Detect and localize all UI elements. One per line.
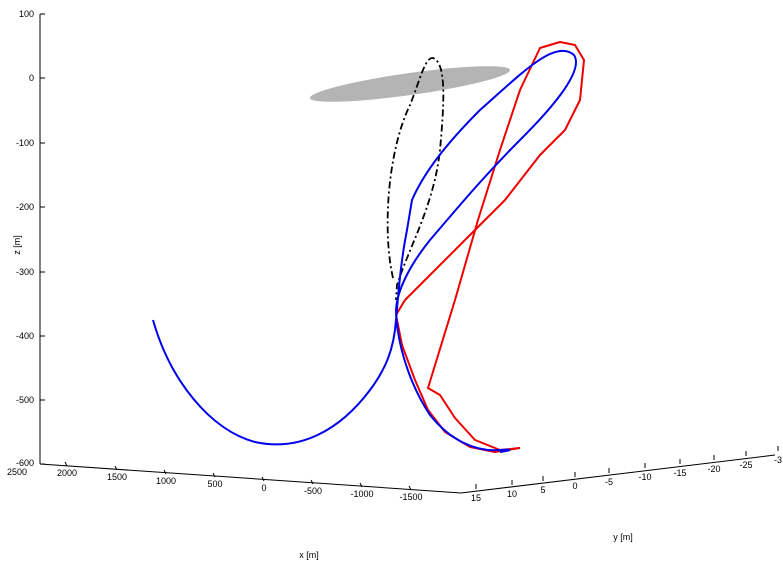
y-tick-label: -10 [638,472,651,482]
x-axis-line [39,463,462,494]
curves-group [152,41,585,453]
z-tick-label: -100 [16,138,34,148]
x-tick-mark [261,476,265,482]
series-red-line [395,41,585,453]
x-tick-label: 1500 [107,472,127,482]
x-axis-label: x [m] [299,550,319,560]
disc-ellipse [309,66,511,102]
x-tick-mark [212,472,216,478]
y-tick-label: 5 [540,485,545,495]
z-tick-label: -300 [16,267,34,277]
z-tick-label: 100 [19,9,34,19]
y-tick-label: -20 [707,464,720,474]
x-tick-label: 1000 [156,476,176,486]
x-tick-label: 2500 [7,467,27,477]
x-tick-mark [163,469,167,475]
z-axis-label: z [m] [12,235,22,255]
series-dash-dot-line [386,57,445,301]
x-tick-mark [408,485,412,491]
x-tick-label: 500 [207,479,222,489]
y-tick-label: -5 [605,477,613,487]
z-tick-label: 0 [29,73,34,83]
y-axis-label: y [m] [613,532,633,542]
z-tick-label: -600 [16,458,34,468]
z-tick-label: -400 [16,331,34,341]
y-tick-label: -3 [774,455,782,465]
z-tick-label: -200 [16,202,34,212]
y-tick-label: 15 [471,493,481,503]
x-tick-mark [359,482,363,488]
x-tick-label: 2000 [57,468,77,478]
series-blue-line [152,49,577,453]
y-tick-label: 0 [572,481,577,491]
y-axis-line [460,454,776,494]
x-tick-label: -1500 [399,492,422,502]
z-tick-label: -500 [16,395,34,405]
axes-group [39,13,779,494]
x-tick-mark [114,465,118,471]
x-tick-mark [64,461,68,467]
x-tick-label: -500 [304,486,322,496]
x-tick-label: 0 [261,483,266,493]
x-tick-mark [310,479,314,485]
y-tick-label: -15 [673,468,686,478]
x-tick-label: -1000 [350,489,373,499]
y-tick-label: 10 [507,489,517,499]
y-tick-label: -25 [739,460,752,470]
